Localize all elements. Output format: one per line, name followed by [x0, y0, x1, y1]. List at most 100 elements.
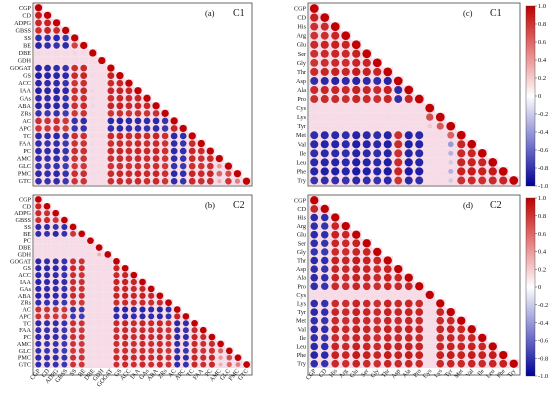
- corr-circle: [404, 299, 413, 308]
- corr-circle: [52, 285, 59, 292]
- corr-circle: [312, 115, 316, 119]
- corr-circle: [46, 51, 49, 55]
- corr-circle: [139, 327, 146, 334]
- corr-circle: [78, 272, 85, 279]
- corr-circle: [225, 170, 232, 177]
- corr-circle: [499, 359, 508, 368]
- corr-circle: [179, 140, 187, 147]
- corr-circle: [373, 334, 382, 342]
- corr-circle: [341, 158, 350, 167]
- corr-circle: [320, 140, 329, 149]
- corr-circle: [341, 325, 350, 334]
- row-label: PC: [23, 148, 31, 155]
- colorbar-tick-label: -0.8: [538, 355, 548, 362]
- corr-circle: [80, 72, 88, 80]
- col-label: Ser: [360, 368, 371, 379]
- corr-circle: [43, 327, 51, 334]
- corr-circle: [107, 110, 115, 117]
- corr-circle: [152, 147, 160, 155]
- row-label: GLC: [19, 348, 31, 355]
- corr-circle: [173, 306, 181, 313]
- corr-circle: [341, 140, 350, 149]
- corr-circle: [331, 222, 340, 231]
- corr-circle: [98, 329, 100, 331]
- corr-circle: [206, 147, 215, 155]
- panel-a: CGPCDADPGGBSSSSBEDBEGDHGOGATGSACCIAAGAsA…: [10, 2, 253, 187]
- col-label: PC: [204, 368, 214, 378]
- corr-circle: [415, 316, 424, 325]
- corr-circle: [352, 158, 361, 167]
- corr-circle: [134, 87, 142, 95]
- corr-circle: [341, 221, 350, 231]
- corr-circle: [200, 361, 207, 368]
- corr-circle: [224, 162, 233, 170]
- corr-circle: [414, 94, 424, 104]
- corr-circle: [373, 131, 382, 140]
- corr-circle: [61, 313, 68, 320]
- corr-circle: [467, 351, 476, 360]
- row-label: Try: [297, 361, 307, 368]
- row-label: CGP: [294, 6, 307, 13]
- corr-circle: [365, 106, 368, 110]
- corr-circle: [352, 325, 361, 334]
- corr-circle: [428, 362, 431, 365]
- corr-circle: [397, 125, 400, 128]
- corr-circle: [373, 308, 382, 316]
- corr-circle: [139, 340, 146, 348]
- corr-circle: [69, 320, 77, 327]
- corr-circle: [98, 260, 100, 263]
- corr-circle: [310, 158, 319, 167]
- col-label: AC: [167, 368, 178, 379]
- corr-circle: [334, 293, 337, 296]
- corr-circle: [37, 59, 40, 62]
- corr-circle: [394, 334, 403, 342]
- row-label: GS: [23, 73, 31, 80]
- corr-circle: [191, 340, 198, 348]
- corr-circle: [130, 285, 137, 293]
- corr-circle: [404, 140, 413, 149]
- corr-circle: [436, 359, 445, 368]
- corr-circle: [107, 177, 115, 185]
- corr-circle: [91, 149, 95, 153]
- corr-circle: [122, 299, 129, 306]
- corr-circle: [397, 293, 400, 296]
- row-label: ABA: [18, 293, 32, 300]
- row-label: CGP: [19, 5, 32, 12]
- corr-circle: [428, 345, 431, 348]
- corr-circle: [71, 162, 78, 170]
- corr-circle: [197, 177, 205, 185]
- corr-circle: [100, 112, 103, 115]
- corr-circle: [234, 354, 242, 362]
- corr-circle: [436, 122, 444, 130]
- corr-circle: [352, 282, 361, 291]
- corr-circle: [35, 72, 43, 80]
- row-label: Try: [297, 177, 307, 184]
- row-label: Met: [296, 132, 306, 139]
- corr-circle: [310, 22, 319, 31]
- row-label: APC: [19, 125, 31, 132]
- corr-circle: [89, 274, 92, 277]
- corr-circle: [341, 230, 350, 239]
- corr-circle: [43, 223, 51, 231]
- corr-circle: [161, 125, 169, 132]
- row-label: Ala: [297, 87, 306, 94]
- corr-circle: [62, 177, 69, 185]
- corr-circle: [89, 294, 92, 297]
- corr-circle: [91, 127, 94, 130]
- corr-circle: [351, 40, 361, 50]
- corr-circle: [310, 351, 319, 360]
- corr-circle: [35, 102, 42, 110]
- corr-circle: [457, 149, 466, 158]
- corr-circle: [352, 247, 361, 256]
- corr-circle: [107, 125, 115, 132]
- corr-circle: [161, 132, 169, 140]
- row-label: ACC: [18, 272, 31, 279]
- corr-circle: [197, 147, 205, 155]
- corr-circle: [61, 327, 68, 334]
- corr-circle: [62, 72, 70, 80]
- corr-circle: [425, 290, 434, 300]
- corr-circle: [71, 72, 79, 80]
- row-label: Phe: [297, 352, 307, 359]
- row-label: AC: [22, 307, 31, 314]
